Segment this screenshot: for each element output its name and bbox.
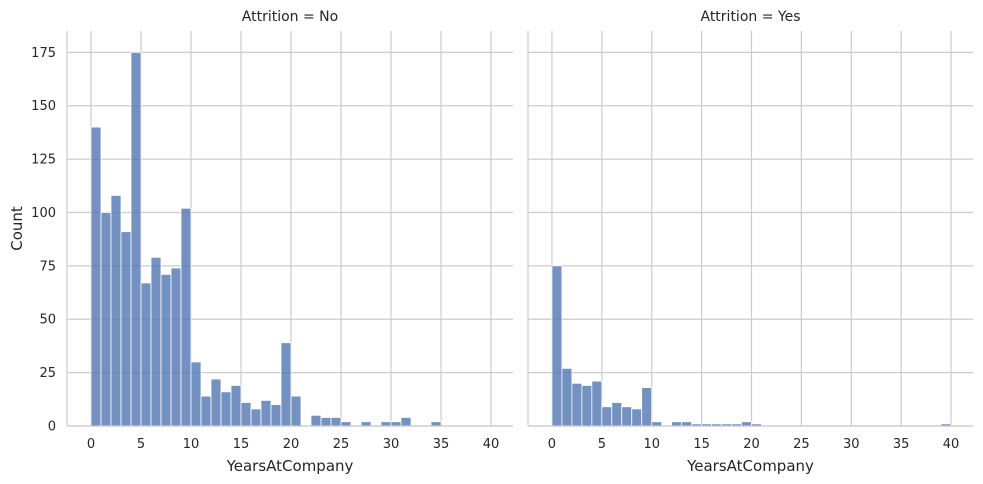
x-tick-label: 30 xyxy=(843,437,860,452)
y-tick-label: 150 xyxy=(31,99,56,114)
x-tick-label: 40 xyxy=(943,437,960,452)
histogram-bar xyxy=(290,395,302,427)
x-tick-label: 5 xyxy=(598,437,606,452)
x-tick-label: 10 xyxy=(643,437,660,452)
x-tick-label: 10 xyxy=(183,437,200,452)
histogram-bar xyxy=(581,385,593,427)
y-tick-label: 75 xyxy=(39,259,56,274)
histogram-bar xyxy=(641,387,653,427)
histogram-bar xyxy=(110,195,122,427)
y-tick-label: 25 xyxy=(39,366,56,381)
histogram-bar xyxy=(140,282,152,427)
histogram-bar xyxy=(270,404,282,427)
histogram-bar xyxy=(240,402,252,427)
histogram-bar xyxy=(601,406,613,427)
histogram-bar xyxy=(210,378,222,427)
y-axis-title: Count xyxy=(8,206,26,251)
histogram-bar xyxy=(90,126,102,427)
histogram-bar xyxy=(611,402,623,427)
histogram-bar xyxy=(150,256,162,427)
y-tick-label: 125 xyxy=(31,153,56,168)
x-tick-label: 15 xyxy=(233,437,250,452)
histogram-bar xyxy=(631,408,643,427)
histogram-bar xyxy=(160,274,172,427)
histogram-bar xyxy=(100,212,112,427)
x-tick-label: 5 xyxy=(137,437,145,452)
x-tick-label: 20 xyxy=(743,437,760,452)
histogram-bar xyxy=(120,231,132,427)
histogram-bar xyxy=(741,421,752,427)
histogram-bar xyxy=(380,421,392,427)
histogram-bar xyxy=(390,421,402,427)
histogram-bar xyxy=(280,342,292,427)
x-tick-label: 30 xyxy=(383,437,400,452)
histogram-bar xyxy=(200,395,212,427)
x-axis-title: YearsAtCompany xyxy=(226,457,354,475)
histogram-bar xyxy=(230,385,242,427)
histogram-bar xyxy=(561,367,573,427)
y-tick-label: 100 xyxy=(31,206,56,221)
histogram-bar xyxy=(681,421,693,427)
panel-title: Attrition = Yes xyxy=(700,9,800,25)
histogram-bar xyxy=(621,406,633,427)
histogram-bar xyxy=(400,417,412,427)
x-tick-label: 25 xyxy=(333,437,350,452)
histogram-bar xyxy=(310,414,322,427)
x-tick-label: 35 xyxy=(433,437,450,452)
panel-attrition-no: 0 5 10 15 20 25 30 35 40 0 25 50 75 100 125 150 175 Count… xyxy=(8,9,513,475)
histogram-bar xyxy=(260,399,272,427)
histogram-bar xyxy=(651,421,663,427)
y-tick-label: 175 xyxy=(31,46,56,61)
histogram-bar xyxy=(190,361,202,427)
panel-title: Attrition = No xyxy=(242,9,338,25)
histogram-bar xyxy=(571,382,583,427)
histogram-bar xyxy=(250,408,262,427)
panel-attrition-yes: 0 5 10 15 20 25 30 35 40 YearsAtCompany Attrition … xyxy=(527,9,973,475)
histogram-bar xyxy=(130,51,142,427)
histogram-bar xyxy=(551,265,563,427)
x-tick-label: 20 xyxy=(283,437,300,452)
x-axis-title: YearsAtCompany xyxy=(686,457,814,475)
x-tick-label: 0 xyxy=(548,437,556,452)
histogram-bar xyxy=(170,267,182,427)
histogram-bar xyxy=(591,380,603,427)
y-tick-label: 50 xyxy=(39,313,56,328)
x-tick-label: 15 xyxy=(693,437,710,452)
y-tick-label: 0 xyxy=(48,420,56,435)
x-tick-label: 40 xyxy=(483,437,500,452)
histogram-bar xyxy=(360,421,372,427)
histogram-bar xyxy=(180,207,192,427)
histogram-bar xyxy=(340,421,352,427)
x-tick-label: 35 xyxy=(893,437,910,452)
histogram-bar xyxy=(330,417,342,427)
histogram-bar xyxy=(220,391,232,427)
histogram-bar xyxy=(671,421,683,427)
x-tick-label: 0 xyxy=(87,437,95,452)
histogram-bar xyxy=(320,417,332,427)
x-tick-label: 25 xyxy=(793,437,810,452)
histogram-bar xyxy=(430,421,442,427)
